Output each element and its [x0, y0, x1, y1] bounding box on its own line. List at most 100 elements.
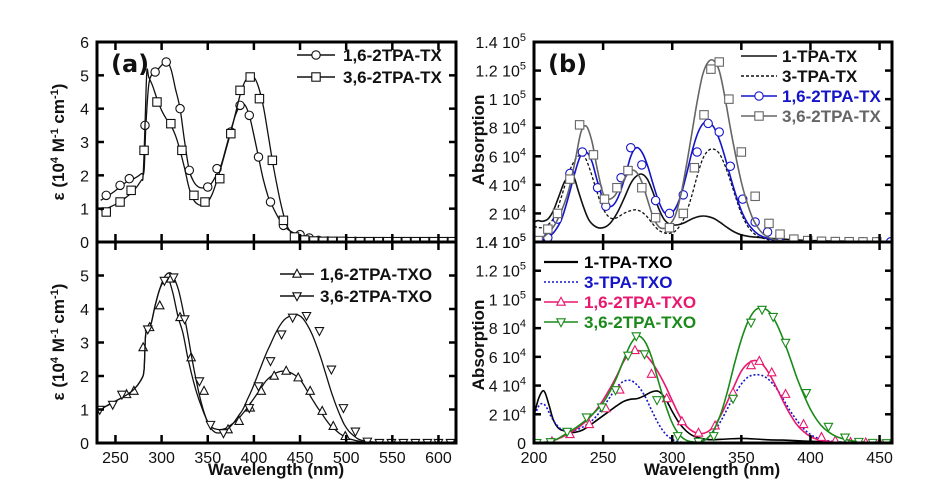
y-tick-label: 6: [80, 35, 89, 52]
tick-exponent: 4: [520, 118, 526, 130]
series-3,6-2TPA-TX: [534, 57, 892, 242]
data-point: [727, 394, 739, 405]
data-point: [244, 404, 255, 414]
data-point: [626, 142, 636, 153]
legend-label: 3,6-2TPA-TXO: [320, 287, 432, 306]
data-point: [725, 161, 736, 172]
tick-exponent: 5: [520, 32, 526, 44]
data-point: [150, 67, 160, 77]
data-point: [764, 218, 774, 229]
data-point: [267, 155, 278, 166]
y-tick-label: 5: [80, 269, 89, 286]
data-point: [610, 386, 621, 396]
data-point: [218, 429, 229, 439]
legend-marker: [311, 50, 321, 60]
data-point: [202, 182, 213, 192]
data-point: [664, 208, 675, 219]
data-point: [214, 173, 225, 184]
data-point: [244, 110, 255, 121]
tick-mantissa: 8 10: [489, 321, 520, 338]
data-point: [637, 182, 647, 193]
data-point: [816, 431, 827, 442]
y-tick-label: 1: [80, 403, 89, 420]
y-axis-title-b-bottom: Absorption: [469, 300, 488, 391]
data-point: [646, 368, 657, 378]
legend-marker: [555, 296, 567, 306]
y-tick-label: 6 104: [489, 347, 526, 367]
series-line: [534, 58, 892, 242]
data-point: [775, 229, 785, 239]
panel-label: (b): [548, 50, 587, 78]
data-point: [623, 165, 633, 176]
tick-exponent: 4: [520, 404, 526, 416]
data-point: [768, 312, 779, 323]
tick-mantissa: 4 10: [489, 379, 520, 396]
y-tick-label: 4: [80, 102, 89, 119]
y-tick-label: 8 104: [489, 318, 526, 338]
y-tick-label: 4: [80, 302, 89, 319]
data-point: [588, 150, 599, 160]
data-point: [116, 390, 128, 401]
data-point: [317, 405, 328, 415]
series-line: [534, 173, 892, 242]
data-point: [693, 427, 704, 437]
x-tick-label: 500: [333, 450, 360, 467]
data-point: [596, 403, 607, 413]
tick-exponent: 5: [520, 89, 526, 101]
data-point: [265, 197, 276, 207]
legend-marker: [754, 111, 764, 121]
legend-label: 1-TPA-TX: [782, 47, 858, 66]
data-point: [305, 385, 316, 395]
data-point: [152, 97, 162, 107]
series-line: [100, 68, 456, 242]
data-point: [175, 103, 185, 114]
data-point: [177, 145, 187, 156]
tick-exponent: 4: [520, 175, 526, 187]
data-point: [194, 377, 205, 387]
y-tick-label: 2 104: [489, 203, 526, 223]
data-point: [269, 370, 280, 380]
x-tick-label: 300: [148, 450, 175, 467]
data-point: [126, 185, 136, 196]
data-point: [189, 190, 199, 201]
data-point: [328, 420, 339, 431]
data-point: [552, 208, 563, 219]
data-point: [766, 366, 777, 377]
y-tick-label: 1.4 105: [475, 32, 526, 52]
data-point: [142, 325, 153, 335]
data-point: [301, 311, 312, 322]
data-point: [326, 365, 337, 376]
data-point: [293, 371, 304, 382]
y-tick-label: 0: [517, 436, 526, 453]
data-point: [205, 420, 216, 431]
x-tick-label: 450: [866, 450, 893, 467]
data-point: [612, 182, 622, 193]
tick-exponent: 4: [520, 347, 526, 359]
data-point: [234, 415, 245, 425]
legend: 1-TPA-TXO3-TPA-TXO1,6-2TPA-TXO3,6-2TPA-T…: [544, 253, 696, 332]
data-point: [629, 344, 641, 355]
data-point: [839, 433, 851, 443]
x-tick-label: 400: [797, 450, 824, 467]
tick-exponent: 5: [520, 232, 526, 244]
data-point: [798, 418, 809, 429]
data-point: [756, 305, 768, 316]
data-point: [168, 273, 179, 284]
data-point: [754, 355, 765, 365]
data-point: [780, 338, 791, 349]
data-point: [664, 222, 675, 233]
x-tick-label: 350: [728, 450, 755, 467]
legend: 1,6-2TPA-TX 3,6-2TPA-TX: [297, 46, 443, 87]
data-point: [115, 180, 125, 191]
data-point: [278, 215, 289, 226]
y-tick-label: 1 105: [489, 89, 526, 109]
y-axis-title-b-top: Absorption: [469, 95, 488, 186]
tick-mantissa: 6 10: [489, 149, 520, 166]
tick-mantissa: 1.4 10: [475, 235, 520, 252]
legend-marker: [555, 318, 567, 328]
data-point: [637, 160, 647, 170]
data-point: [128, 385, 140, 395]
data-point: [639, 350, 650, 360]
y-tick-label: 4 104: [489, 175, 526, 195]
